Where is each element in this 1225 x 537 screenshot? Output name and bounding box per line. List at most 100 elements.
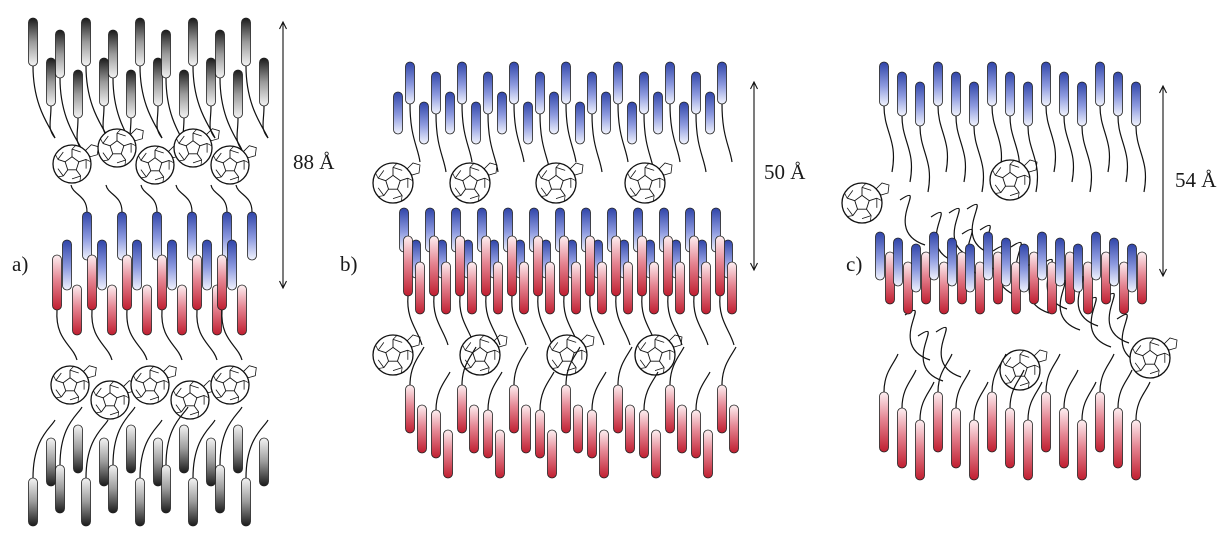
alkyl-tail bbox=[653, 91, 663, 135]
alkyl-tail bbox=[1091, 231, 1101, 281]
alkyl-tail bbox=[911, 243, 921, 293]
linker-chain bbox=[948, 207, 975, 259]
alkyl-tail bbox=[897, 407, 907, 469]
fullerene-c60 bbox=[1129, 337, 1178, 379]
alkyl-tail bbox=[259, 57, 269, 107]
linker-chain bbox=[955, 369, 971, 409]
alkyl-tail bbox=[481, 235, 491, 297]
linker-chain bbox=[236, 117, 243, 151]
alkyl-tail bbox=[233, 69, 243, 119]
alkyl-tail bbox=[55, 29, 65, 79]
alkyl-tail bbox=[217, 254, 227, 311]
alkyl-tail bbox=[161, 29, 171, 79]
alkyl-tail bbox=[1059, 407, 1069, 469]
linker-chain bbox=[91, 309, 113, 361]
linker-chain bbox=[589, 295, 605, 346]
alkyl-tail bbox=[73, 69, 83, 119]
linker-chain bbox=[719, 295, 735, 346]
alkyl-tail bbox=[52, 254, 62, 311]
linker-chain bbox=[883, 353, 899, 393]
fullerene-c60 bbox=[210, 145, 257, 185]
linker-chain bbox=[591, 113, 603, 173]
alkyl-tail bbox=[691, 71, 701, 115]
linker-chain bbox=[165, 406, 189, 466]
alkyl-tail bbox=[403, 235, 413, 297]
linker-chain bbox=[1099, 105, 1111, 173]
fullerene-c60 bbox=[841, 182, 890, 224]
alkyl-tail bbox=[1005, 407, 1015, 469]
alkyl-tail bbox=[441, 261, 451, 315]
linker-chain bbox=[617, 346, 633, 386]
alkyl-tail bbox=[613, 61, 623, 105]
linker-chain bbox=[966, 203, 993, 255]
alkyl-tail bbox=[915, 419, 925, 481]
fullerene-c60 bbox=[135, 145, 182, 185]
alkyl-tail bbox=[1077, 81, 1087, 127]
alkyl-tail bbox=[142, 284, 152, 336]
alkyl-tail bbox=[82, 211, 92, 261]
alkyl-tail bbox=[188, 477, 198, 527]
linker-chain bbox=[1081, 381, 1097, 421]
alkyl-tail bbox=[55, 464, 65, 514]
linker-chain bbox=[693, 295, 709, 346]
alkyl-tail bbox=[649, 261, 659, 315]
fullerene-c60 bbox=[459, 334, 508, 376]
panel-c bbox=[841, 61, 1178, 481]
linker-chain bbox=[919, 125, 931, 193]
fullerene-c60 bbox=[372, 162, 421, 204]
linker-chain bbox=[487, 371, 503, 411]
alkyl-tail bbox=[135, 17, 145, 67]
linker-chain bbox=[209, 105, 216, 139]
alkyl-tail bbox=[153, 437, 163, 487]
dimension-arrow-c bbox=[1159, 84, 1167, 278]
alkyl-tail bbox=[663, 235, 673, 297]
alkyl-tail bbox=[206, 437, 216, 487]
alkyl-tail bbox=[1047, 261, 1057, 315]
linker-chain bbox=[1103, 292, 1130, 344]
alkyl-tail bbox=[107, 284, 117, 336]
alkyl-tail bbox=[126, 424, 136, 474]
alkyl-tail bbox=[443, 429, 453, 479]
alkyl-tail bbox=[521, 404, 531, 454]
alkyl-tail bbox=[893, 237, 903, 287]
fullerene-c60 bbox=[130, 365, 177, 405]
alkyl-tail bbox=[715, 235, 725, 297]
alkyl-tail bbox=[469, 404, 479, 454]
panel-b bbox=[372, 61, 739, 479]
linker-chain bbox=[235, 184, 253, 213]
panel-c-label: c) bbox=[846, 252, 863, 276]
alkyl-tail bbox=[507, 235, 517, 297]
linker-chain bbox=[930, 211, 957, 263]
linker-chain bbox=[409, 103, 421, 163]
alkyl-tail bbox=[1073, 243, 1083, 293]
dimension-arrows bbox=[279, 20, 1167, 290]
linker-chain bbox=[461, 346, 477, 386]
alkyl-tail bbox=[875, 231, 885, 281]
alkyl-tail bbox=[519, 261, 529, 315]
alkyl-tail bbox=[1037, 231, 1047, 281]
alkyl-tail bbox=[1023, 419, 1033, 481]
alkyl-tail bbox=[559, 235, 569, 297]
alkyl-tail bbox=[445, 91, 455, 135]
alkyl-tail bbox=[188, 17, 198, 67]
linker-chain bbox=[139, 419, 163, 479]
alkyl-tail bbox=[705, 91, 715, 135]
alkyl-tail bbox=[951, 71, 961, 117]
fullerene-c60 bbox=[50, 365, 97, 405]
alkyl-tail bbox=[571, 261, 581, 315]
linker-chain bbox=[937, 353, 953, 393]
linker-chain bbox=[901, 369, 917, 409]
alkyl-tail bbox=[915, 81, 925, 127]
fullerene-c60 bbox=[989, 159, 1038, 201]
alkyl-tail bbox=[126, 69, 136, 119]
alkyl-tail bbox=[677, 404, 687, 454]
panel-a-label: a) bbox=[12, 252, 29, 276]
alkyl-tail bbox=[152, 211, 162, 261]
alkyl-tail bbox=[1041, 391, 1051, 453]
alkyl-tail bbox=[575, 101, 585, 145]
linker-chain bbox=[461, 103, 473, 163]
alkyl-tail bbox=[429, 235, 439, 297]
alkyl-tail bbox=[167, 239, 177, 291]
linker-chain bbox=[511, 295, 527, 346]
linker-chain bbox=[433, 295, 449, 346]
